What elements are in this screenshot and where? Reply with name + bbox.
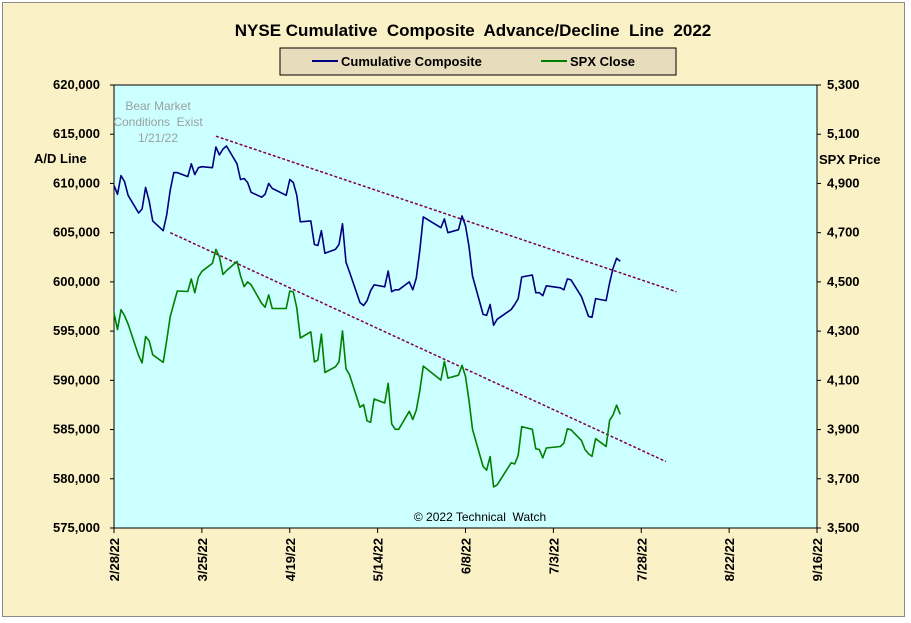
- right-tick-label: 4,900: [827, 175, 860, 190]
- left-tick-label: 600,000: [53, 274, 100, 289]
- legend-label-ad: Cumulative Composite: [341, 54, 482, 69]
- left-tick-label: 575,000: [53, 520, 100, 535]
- x-axis: 2/28/22 3/25/22 4/19/22 5/14/22 6/8/22 7/3/22…: [107, 528, 825, 581]
- trendline: [215, 135, 677, 293]
- series-layer: [113, 145, 621, 488]
- legend-box: [279, 47, 677, 76]
- right-tick-label: 4,700: [827, 225, 860, 240]
- right-axis: 3,500 3,700 3,900 4,100 4,300 4,500 4,700 4,900…: [817, 77, 860, 535]
- plot-area: [113, 84, 818, 529]
- trendline: [169, 231, 667, 463]
- legend: Cumulative Composite SPX Close: [279, 47, 677, 76]
- copyright-text: © 2022 Technical Watch: [414, 510, 546, 524]
- x-tick-label: 7/28/22: [634, 538, 649, 581]
- x-tick-label: 6/8/22: [459, 538, 474, 574]
- spx-close-series: [113, 248, 621, 488]
- right-tick-label: 5,300: [827, 77, 860, 92]
- left-tick-label: 615,000: [53, 126, 100, 141]
- x-tick-label: 7/3/22: [546, 538, 561, 574]
- trendline-layer: [169, 135, 677, 463]
- left-tick-label: 595,000: [53, 323, 100, 338]
- right-tick-label: 3,700: [827, 471, 860, 486]
- right-tick-label: 3,900: [827, 422, 860, 437]
- left-tick-label: 610,000: [53, 175, 100, 190]
- chart-title: NYSE Cumulative Composite Advance/Declin…: [235, 21, 711, 40]
- annotation-line-2: Conditions Exist: [113, 115, 203, 129]
- right-axis-label: SPX Price: [819, 152, 880, 167]
- left-tick-label: 580,000: [53, 471, 100, 486]
- x-tick-label: 4/19/22: [283, 538, 298, 581]
- right-tick-label: 5,100: [827, 126, 860, 141]
- left-tick-label: 590,000: [53, 372, 100, 387]
- left-axis-label: A/D Line: [34, 151, 87, 166]
- x-tick-label: 2/28/22: [107, 538, 122, 581]
- left-tick-label: 620,000: [53, 77, 100, 92]
- annotation: Bear Market Conditions Exist 1/21/22: [113, 99, 203, 145]
- left-tick-label: 585,000: [53, 422, 100, 437]
- right-tick-label: 4,500: [827, 274, 860, 289]
- right-tick-label: 3,500: [827, 520, 860, 535]
- x-tick-label: 9/16/22: [810, 538, 825, 581]
- ad-line-series: [113, 145, 621, 327]
- right-tick-label: 4,300: [827, 323, 860, 338]
- x-tick-label: 5/14/22: [371, 538, 386, 581]
- right-tick-label: 4,100: [827, 372, 860, 387]
- left-axis: 575,000 580,000 585,000 590,000 595,000 600,0…: [53, 77, 114, 535]
- legend-label-spx: SPX Close: [570, 54, 635, 69]
- x-tick-label: 3/25/22: [195, 538, 210, 581]
- annotation-line-1: Bear Market: [125, 99, 191, 113]
- left-tick-label: 605,000: [53, 225, 100, 240]
- annotation-line-3: 1/21/22: [138, 131, 178, 145]
- x-tick-label: 8/22/22: [722, 538, 737, 581]
